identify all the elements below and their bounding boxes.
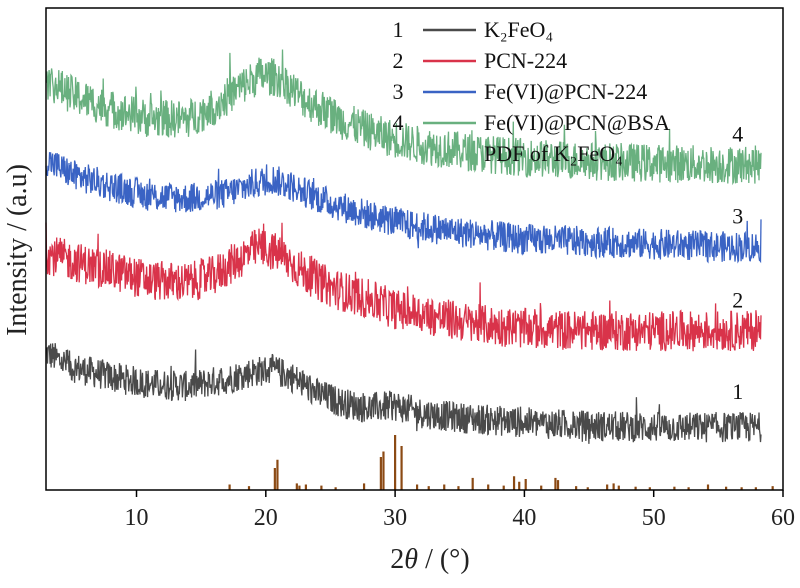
x-tick-label: 50 [642, 505, 666, 531]
x-tick-label: 30 [383, 505, 407, 531]
pdf-reference-layer [228, 435, 774, 490]
legend: 1 K₂FeO₄ 2 PCN-224 3 Fe(VI)@PCN-224 4 Fe(VI)@PC… [393, 17, 671, 166]
series-label-2: 2 [732, 288, 743, 313]
series-number-labels: 1 2 3 4 [732, 121, 743, 404]
legend-label: K₂FeO₄ [484, 17, 553, 42]
series-label-3: 3 [732, 203, 743, 228]
series-label-1: 1 [732, 379, 743, 404]
x-axis-ticks: 10 20 30 40 50 60 [125, 490, 795, 531]
legend-label: Fe(VI)@PCN-224 [484, 79, 647, 104]
series-label-4: 4 [732, 121, 743, 146]
x-axis-title: 2θ / (°) [390, 544, 469, 575]
x-tick-label: 10 [125, 505, 149, 531]
plot-frame [45, 7, 784, 491]
x-tick-label: 20 [254, 505, 278, 531]
x-tick-label: 40 [512, 505, 536, 531]
series-3-line [45, 152, 762, 264]
x-tick-label: 60 [771, 505, 795, 531]
legend-label: PDF of K₂FeO₄ [484, 141, 623, 166]
series-4-line [45, 49, 762, 186]
legend-label: Fe(VI)@PCN@BSA [484, 110, 670, 135]
series-1-line [45, 343, 762, 444]
series-2-line [45, 222, 762, 352]
plot-series-layer [45, 49, 762, 444]
y-axis-title: Intensity / (a.u) [2, 164, 33, 336]
legend-label: PCN-224 [484, 48, 567, 73]
legend-number: 3 [393, 79, 404, 104]
legend-number: 1 [393, 17, 404, 42]
legend-number: 4 [393, 110, 404, 135]
legend-number: 2 [393, 48, 404, 73]
